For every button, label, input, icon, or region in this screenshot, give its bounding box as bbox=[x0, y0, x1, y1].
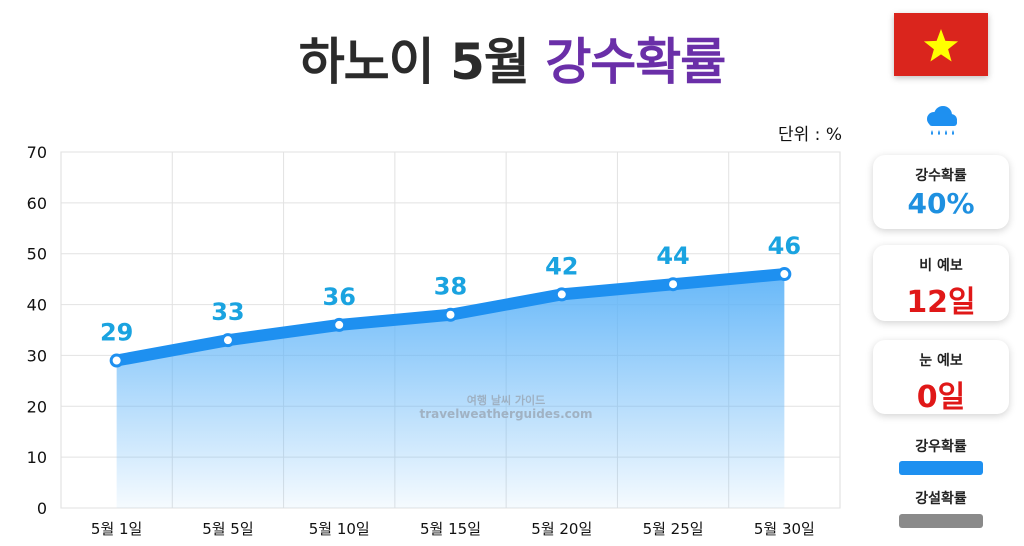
data-label: 36 bbox=[323, 283, 356, 311]
snow-forecast-value: 0일 bbox=[916, 380, 966, 415]
data-label: 29 bbox=[100, 319, 133, 347]
data-point bbox=[332, 317, 347, 332]
watermark-line1: 여행 날씨 가이드 bbox=[467, 393, 546, 407]
snow-forecast-label: 눈 예보 bbox=[919, 353, 963, 369]
data-point bbox=[666, 277, 681, 292]
y-tick-label: 0 bbox=[37, 499, 47, 518]
data-point bbox=[109, 353, 124, 368]
unit-label: 단위 : % bbox=[778, 125, 842, 145]
y-tick-label: 40 bbox=[27, 296, 47, 315]
title-accent: 강수확률 bbox=[545, 33, 726, 91]
legend-snow-label: 강설확률 bbox=[915, 491, 967, 507]
data-label: 38 bbox=[434, 273, 467, 301]
rain-probability-label: 강수확률 bbox=[915, 168, 967, 184]
watermark-line2: travelweatherguides.com bbox=[419, 407, 592, 421]
y-tick-label: 50 bbox=[27, 245, 47, 264]
y-tick-label: 10 bbox=[27, 448, 47, 467]
rain-cloud-icon bbox=[927, 106, 957, 135]
rain-forecast-label: 비 예보 bbox=[919, 258, 963, 274]
vietnam-flag-icon bbox=[894, 13, 988, 76]
data-point bbox=[554, 287, 569, 302]
x-tick-label: 5월 20일 bbox=[531, 520, 592, 538]
x-tick-label: 5월 1일 bbox=[91, 520, 142, 538]
rain-probability-chart: 여행 날씨 가이드 travelweatherguides.com 29 33 36… bbox=[27, 143, 841, 538]
y-tick-label: 70 bbox=[27, 143, 47, 162]
rain-forecast-value: 12일 bbox=[906, 285, 976, 320]
data-point bbox=[443, 307, 458, 322]
x-tick-label: 5월 10일 bbox=[309, 520, 370, 538]
legend-rain-label: 강우확률 bbox=[915, 439, 967, 455]
x-tick-label: 5월 15일 bbox=[420, 520, 481, 538]
snow-forecast-card: 눈 예보 0일 bbox=[873, 340, 1009, 415]
rain-probability-value: 40% bbox=[907, 187, 975, 220]
data-label: 46 bbox=[768, 232, 801, 260]
rain-probability-card: 강수확률 40% bbox=[873, 155, 1009, 229]
legend-snow-swatch bbox=[899, 514, 983, 528]
data-label: 44 bbox=[656, 242, 689, 270]
legend-rain-swatch bbox=[899, 461, 983, 475]
y-tick-label: 30 bbox=[27, 346, 47, 365]
x-tick-label: 5월 5일 bbox=[202, 520, 253, 538]
data-label: 33 bbox=[211, 298, 244, 326]
rain-forecast-card: 비 예보 12일 bbox=[873, 245, 1009, 321]
page-title: 하노이 5월 강수확률 bbox=[0, 22, 1024, 94]
y-tick-label: 60 bbox=[27, 194, 47, 213]
title-main: 하노이 5월 bbox=[298, 33, 530, 91]
series-area bbox=[116, 274, 785, 508]
x-tick-label: 5월 30일 bbox=[754, 520, 815, 538]
x-tick-label: 5월 25일 bbox=[643, 520, 704, 538]
data-point bbox=[220, 333, 235, 348]
data-point bbox=[777, 267, 792, 282]
y-tick-label: 20 bbox=[27, 397, 47, 416]
data-label: 42 bbox=[545, 252, 578, 280]
